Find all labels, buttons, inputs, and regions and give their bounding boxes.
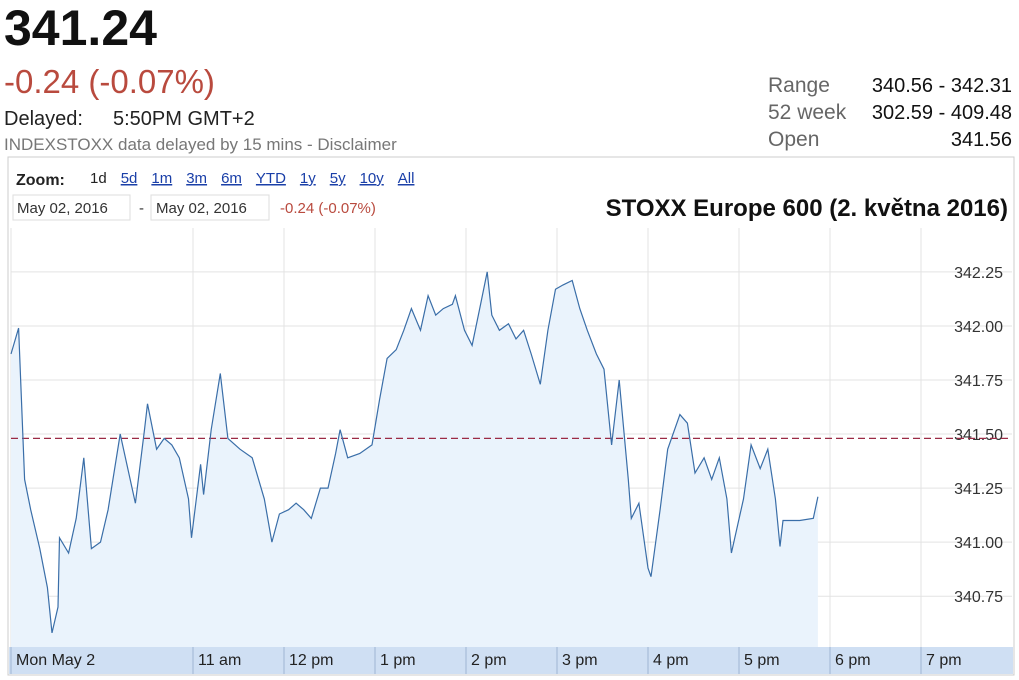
zoom-option[interactable]: 1d bbox=[90, 170, 107, 187]
y-tick-label: 341.50 bbox=[954, 427, 1003, 444]
plot: 340.75 341.00 341.25 341.50 341.75 342.00 342.… bbox=[9, 228, 1013, 674]
x-axis-band bbox=[9, 647, 1013, 674]
stats: Range 340.56 - 342.31 52 week 302.59 - 409.… bbox=[768, 74, 1012, 151]
zoom-option[interactable]: 1y bbox=[300, 170, 316, 187]
x-tick-label: 11 am bbox=[198, 652, 241, 669]
y-tick-label: 341.75 bbox=[954, 373, 1003, 390]
delayed-time: 5:50PM GMT+2 bbox=[113, 108, 255, 130]
price-change: -0.24 (-0.07%) bbox=[4, 63, 215, 100]
x-tick-label: 1 pm bbox=[380, 652, 416, 669]
zoom-option[interactable]: 5y bbox=[330, 170, 346, 187]
x-tick-label: 3 pm bbox=[562, 652, 598, 669]
y-tick-label: 341.00 bbox=[954, 535, 1003, 552]
zoom-options: 1d 5d 1m 3m 6m YTD 1y 5y 10y All bbox=[90, 170, 414, 187]
stat-label: Range bbox=[768, 74, 830, 97]
y-tick-label: 340.75 bbox=[954, 589, 1003, 606]
price: 341.24 bbox=[4, 0, 157, 56]
area-fill bbox=[11, 271, 818, 647]
period-change: -0.24 (-0.07%) bbox=[280, 200, 376, 217]
delayed-label: Delayed: bbox=[4, 108, 83, 130]
chart-title: STOXX Europe 600 (2. května 2016) bbox=[606, 195, 1008, 222]
disclaimer[interactable]: INDEXSTOXX data delayed by 15 mins - Dis… bbox=[4, 135, 397, 154]
y-tick-label: 342.25 bbox=[954, 265, 1003, 282]
end-date[interactable]: May 02, 2016 bbox=[156, 200, 247, 217]
y-tick-label: 342.00 bbox=[954, 319, 1003, 336]
zoom-option[interactable]: 6m bbox=[221, 170, 242, 187]
x-tick-label: 7 pm bbox=[926, 652, 962, 669]
zoom-option[interactable]: YTD bbox=[256, 170, 286, 187]
y-tick-label: 341.25 bbox=[954, 481, 1003, 498]
zoom-option[interactable]: 3m bbox=[186, 170, 207, 187]
zoom-option[interactable]: 5d bbox=[121, 170, 138, 187]
zoom-option[interactable]: 10y bbox=[360, 170, 385, 187]
start-date-box[interactable] bbox=[12, 194, 131, 221]
x-tick-label: 6 pm bbox=[835, 652, 871, 669]
price-line bbox=[10, 271, 819, 634]
stat-value: 341.56 bbox=[951, 129, 1012, 151]
x-tick-label: 2 pm bbox=[471, 652, 507, 669]
stat-value: 340.56 - 342.31 bbox=[872, 75, 1012, 97]
x-tick-label: 12 pm bbox=[289, 652, 333, 669]
date-separator: - bbox=[139, 200, 144, 217]
x-tick-label: 5 pm bbox=[744, 652, 780, 669]
zoom-label: Zoom: bbox=[16, 172, 65, 189]
start-date[interactable]: May 02, 2016 bbox=[17, 200, 108, 217]
zoom-option[interactable]: All bbox=[398, 170, 415, 187]
stat-label: Open bbox=[768, 128, 819, 151]
stat-value: 302.59 - 409.48 bbox=[872, 102, 1012, 124]
end-date-box[interactable] bbox=[150, 194, 270, 221]
x-tick-label: 4 pm bbox=[653, 652, 689, 669]
zoom-option[interactable]: 1m bbox=[151, 170, 172, 187]
x-tick-label: Mon May 2 bbox=[16, 652, 95, 669]
stat-label: 52 week bbox=[768, 101, 847, 124]
